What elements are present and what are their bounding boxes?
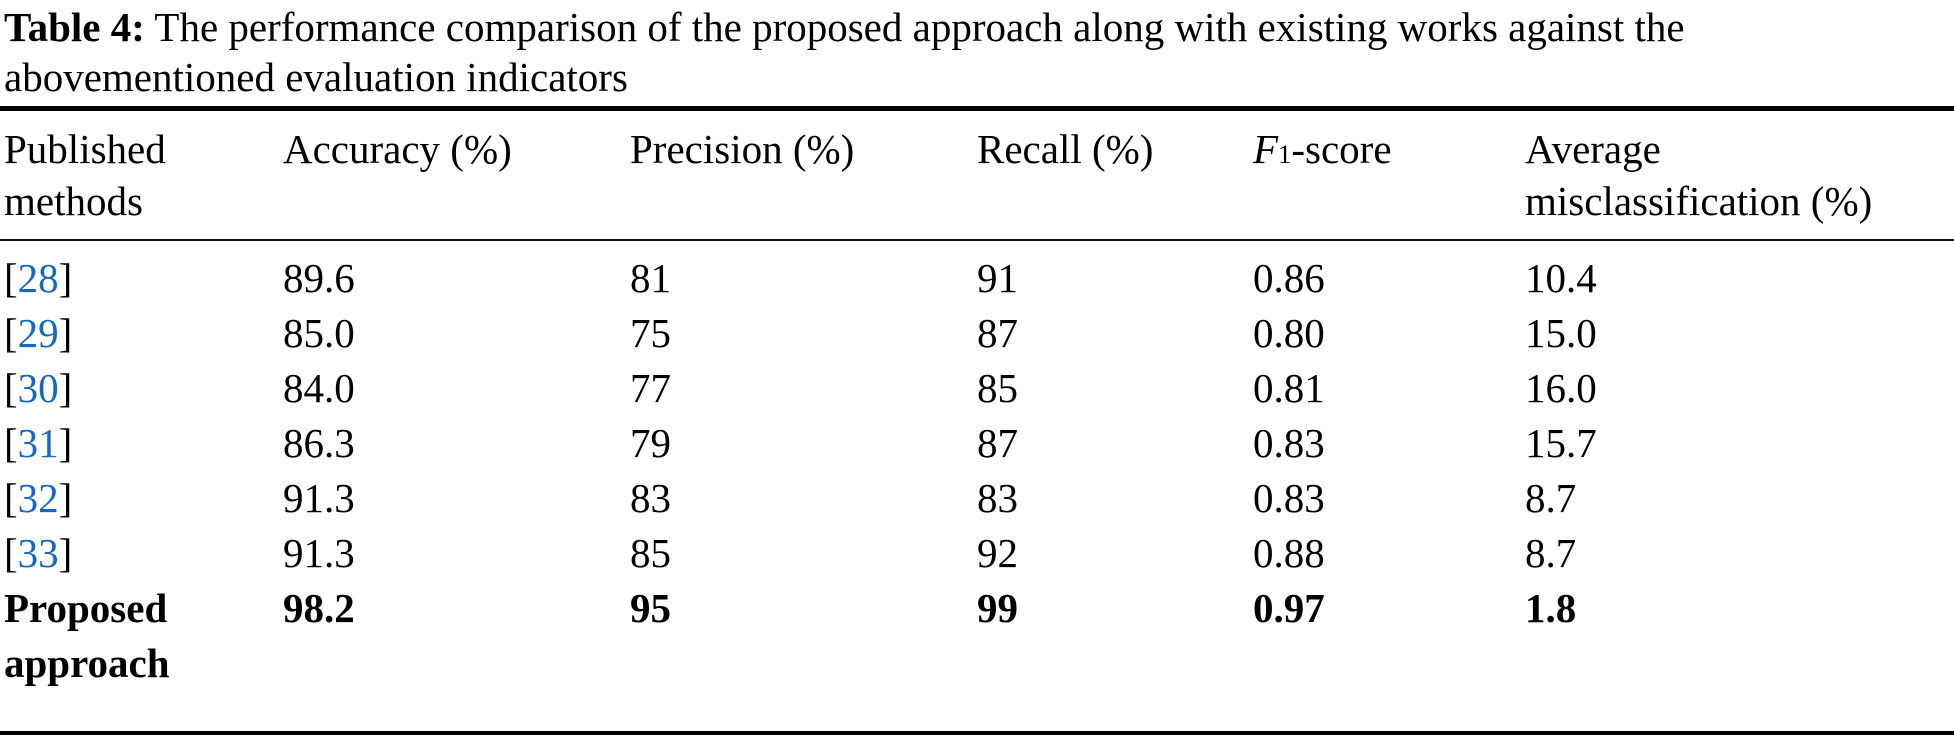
table-bottom-rule [0, 731, 1954, 735]
reference-bracket-close: ] [58, 475, 73, 521]
method-cell: [33] [4, 526, 283, 581]
header-cell-avg-misclassification: Average misclassification (%) [1525, 126, 1873, 224]
value-cell-precision: 77 [630, 365, 671, 411]
reference-bracket-close: ] [58, 420, 73, 466]
header-cell-published-methods: Published methods [4, 126, 166, 224]
header-cell-f1-score: F1-score [1253, 126, 1392, 172]
value-cell-f1-score: 0.83 [1253, 420, 1325, 466]
value-cell-accuracy: 84.0 [283, 365, 355, 411]
value-cell-precision: 83 [630, 475, 671, 521]
value-cell-recall: 91 [977, 255, 1018, 301]
value-cell-accuracy: 98.2 [283, 585, 355, 631]
value-cell-avg-misclassification: 8.7 [1525, 530, 1577, 576]
value-cell-recall: 87 [977, 310, 1018, 356]
reference-bracket-close: ] [58, 530, 73, 576]
value-cell-accuracy: 85.0 [283, 310, 355, 356]
value-cell-precision: 85 [630, 530, 671, 576]
value-cell-avg-misclassification: 10.4 [1525, 255, 1597, 301]
table-caption-label: Table 4: [4, 4, 145, 50]
value-cell-precision: 95 [630, 585, 671, 631]
reference-link[interactable]: 28 [17, 255, 59, 301]
value-cell-precision: 81 [630, 255, 671, 301]
value-cell-avg-misclassification: 15.0 [1525, 310, 1597, 356]
reference-bracket-close: ] [58, 310, 73, 356]
value-cell-precision: 75 [630, 310, 671, 356]
value-cell-accuracy: 91.3 [283, 530, 355, 576]
value-cell-accuracy: 89.6 [283, 255, 355, 301]
table-top-rule [0, 106, 1954, 111]
value-cell-f1-score: 0.88 [1253, 530, 1325, 576]
header-cell-precision: Precision (%) [630, 126, 855, 172]
value-cell-avg-misclassification: 1.8 [1525, 585, 1577, 631]
reference-bracket-open: [ [4, 310, 18, 356]
value-cell-avg-misclassification: 16.0 [1525, 365, 1597, 411]
method-cell: [32] [4, 471, 283, 526]
table-caption: Table 4: The performance comparison of t… [0, 0, 1954, 102]
value-cell-recall: 87 [977, 420, 1018, 466]
reference-bracket-open: [ [4, 475, 18, 521]
value-cell-f1-score: 0.80 [1253, 310, 1325, 356]
table-body: [28] 89.6 81 91 0.86 10.4 [29] 85.0 75 87 0.80 15.0… [0, 241, 1954, 731]
value-cell-f1-score: 0.81 [1253, 365, 1325, 411]
header-cell-recall: Recall (%) [977, 126, 1154, 172]
value-cell-recall: 92 [977, 530, 1018, 576]
reference-link[interactable]: 33 [17, 530, 59, 576]
value-cell-f1-score: 0.86 [1253, 255, 1325, 301]
reference-bracket-open: [ [4, 530, 18, 576]
value-cell-accuracy: 91.3 [283, 475, 355, 521]
table-header-rule [0, 239, 1954, 241]
reference-link[interactable]: 29 [17, 310, 59, 356]
value-cell-recall: 85 [977, 365, 1018, 411]
table-header-row: Published methods Accuracy (%) Precision (… [0, 111, 1954, 239]
value-cell-avg-misclassification: 15.7 [1525, 420, 1597, 466]
method-cell: [29] [4, 306, 283, 361]
table-caption-text: The performance comparison of the propos… [4, 4, 1685, 100]
value-cell-accuracy: 86.3 [283, 420, 355, 466]
f1-symbol: F [1253, 126, 1279, 172]
reference-bracket-close: ] [58, 365, 73, 411]
method-cell: Proposed approach [4, 585, 170, 686]
method-cell: [28] [4, 251, 283, 306]
value-cell-f1-score: 0.83 [1253, 475, 1325, 521]
reference-bracket-close: ] [58, 255, 73, 301]
method-cell: [31] [4, 416, 283, 471]
f1-subscript: 1 [1278, 139, 1292, 169]
value-cell-avg-misclassification: 8.7 [1525, 475, 1577, 521]
value-cell-recall: 99 [977, 585, 1018, 631]
value-cell-f1-score: 0.97 [1253, 585, 1325, 631]
reference-link[interactable]: 32 [17, 475, 59, 521]
reference-bracket-open: [ [4, 255, 18, 301]
reference-bracket-open: [ [4, 365, 18, 411]
value-cell-precision: 79 [630, 420, 671, 466]
method-cell: [30] [4, 361, 283, 416]
value-cell-recall: 83 [977, 475, 1018, 521]
reference-link[interactable]: 31 [17, 420, 59, 466]
header-cell-accuracy: Accuracy (%) [283, 126, 512, 172]
reference-bracket-open: [ [4, 420, 18, 466]
reference-link[interactable]: 30 [17, 365, 59, 411]
